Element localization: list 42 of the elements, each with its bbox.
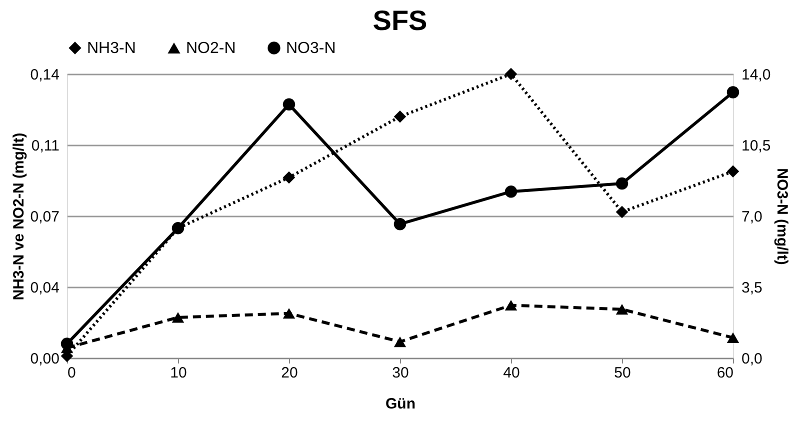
point bbox=[726, 165, 740, 178]
x-tick-label: 60 bbox=[716, 364, 734, 382]
legend-label: NO3-N bbox=[286, 40, 336, 57]
y-tick-label: 0,00 bbox=[30, 350, 60, 368]
x-axis-title: Gün bbox=[386, 396, 416, 412]
point bbox=[282, 171, 296, 184]
y2-axis-title: NO3-N (mg/lt) bbox=[774, 168, 791, 265]
x-tick-label: 0 bbox=[68, 364, 76, 382]
x-tick-label: 20 bbox=[281, 364, 298, 382]
point bbox=[282, 308, 296, 319]
y-tick-label: 0,04 bbox=[30, 280, 60, 296]
y2-tick-label: 14,0 bbox=[742, 66, 771, 84]
y-tick-label: 0,07 bbox=[30, 208, 60, 226]
legend-label: NH3-N bbox=[87, 40, 136, 57]
legend-label: NO2-N bbox=[186, 40, 236, 57]
x-tick-label: 40 bbox=[503, 364, 520, 382]
point bbox=[60, 338, 74, 350]
point bbox=[394, 218, 406, 230]
chart-title: SFS bbox=[372, 5, 428, 36]
y2-tick-label: 3,5 bbox=[742, 280, 762, 296]
point bbox=[172, 222, 184, 234]
y-tick-label: 0,11 bbox=[31, 138, 60, 154]
y2-tick-label: 10,5 bbox=[742, 138, 771, 154]
point bbox=[616, 206, 628, 218]
point bbox=[616, 177, 628, 190]
point bbox=[726, 86, 740, 98]
y2-tick-label: 0,0 bbox=[742, 350, 762, 368]
point bbox=[504, 68, 518, 80]
point bbox=[394, 336, 406, 348]
point bbox=[726, 332, 740, 344]
y-axis-title: NH3-N ve NO2-N (mg/lt) bbox=[10, 132, 28, 300]
point bbox=[504, 186, 518, 198]
point bbox=[172, 312, 184, 323]
y-tick-label: 0,14 bbox=[30, 66, 60, 84]
x-tick-label: 50 bbox=[614, 364, 631, 382]
point bbox=[282, 98, 296, 111]
y2-tick-label: 7,0 bbox=[742, 208, 762, 226]
point bbox=[616, 304, 628, 315]
x-tick-label: 30 bbox=[392, 364, 409, 382]
x-tick-label: 10 bbox=[170, 364, 187, 382]
point bbox=[504, 300, 518, 311]
point bbox=[394, 110, 406, 123]
